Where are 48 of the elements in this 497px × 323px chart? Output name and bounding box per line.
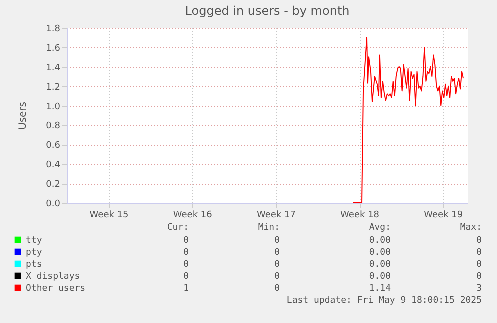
y-tick-label: 0.4 xyxy=(46,160,61,171)
legend-label: X displays xyxy=(26,272,80,282)
text: 0 xyxy=(476,236,482,246)
text: 0 xyxy=(184,236,189,246)
x-tick-label: Week 18 xyxy=(340,210,380,220)
chart-title: Logged in users - by month xyxy=(185,4,350,18)
text: 0 xyxy=(184,248,189,258)
text: Max: xyxy=(460,223,482,233)
legend-label: Other users xyxy=(26,284,86,294)
text: 0 xyxy=(184,260,189,270)
text: 0 xyxy=(476,272,482,282)
text: Last update: Fri May 9 18:00:15 2025 xyxy=(286,296,482,306)
text: Avg: xyxy=(369,223,391,233)
text: 0.00 xyxy=(369,272,391,282)
y-tick-label: 1.6 xyxy=(46,44,61,54)
line-series xyxy=(352,37,464,204)
y-tick-label: 0.6 xyxy=(46,141,61,152)
y-tick-label: 1.0 xyxy=(46,102,61,112)
text: 3 xyxy=(476,284,482,294)
y-axis-title: Users xyxy=(18,102,30,130)
y-tick-label: 0.2 xyxy=(46,180,60,190)
text: 0 xyxy=(476,248,482,258)
legend-label: pty xyxy=(26,248,43,258)
text: 0.00 xyxy=(369,236,391,246)
y-tick-label: 1.2 xyxy=(46,82,60,93)
y-tick-label: 1.8 xyxy=(46,24,61,34)
x-tick-label: Week 19 xyxy=(424,210,464,220)
y-tick-label: 1.4 xyxy=(46,63,61,74)
text: Min: xyxy=(258,223,280,233)
text: Cur: xyxy=(167,223,189,233)
x-tick-label: Week 15 xyxy=(90,210,129,220)
text: 0 xyxy=(274,260,280,270)
text: 0 xyxy=(274,272,280,282)
text: 0 xyxy=(184,272,189,282)
text: 1 xyxy=(184,284,189,294)
text: 1.14 xyxy=(369,284,391,294)
text: 0 xyxy=(274,236,280,246)
text: 0 xyxy=(274,284,280,294)
text: 0 xyxy=(476,260,482,270)
x-tick-label: Week 17 xyxy=(256,210,296,220)
y-tick-label: 0.0 xyxy=(46,200,61,210)
x-tick-label: Week 16 xyxy=(173,210,213,220)
text: 0 xyxy=(274,248,280,258)
text: 0.00 xyxy=(369,260,391,270)
legend-label: tty xyxy=(26,236,43,246)
text: 0.00 xyxy=(369,248,391,258)
y-tick-label: 0.8 xyxy=(46,122,61,132)
legend-label: pts xyxy=(26,260,42,270)
